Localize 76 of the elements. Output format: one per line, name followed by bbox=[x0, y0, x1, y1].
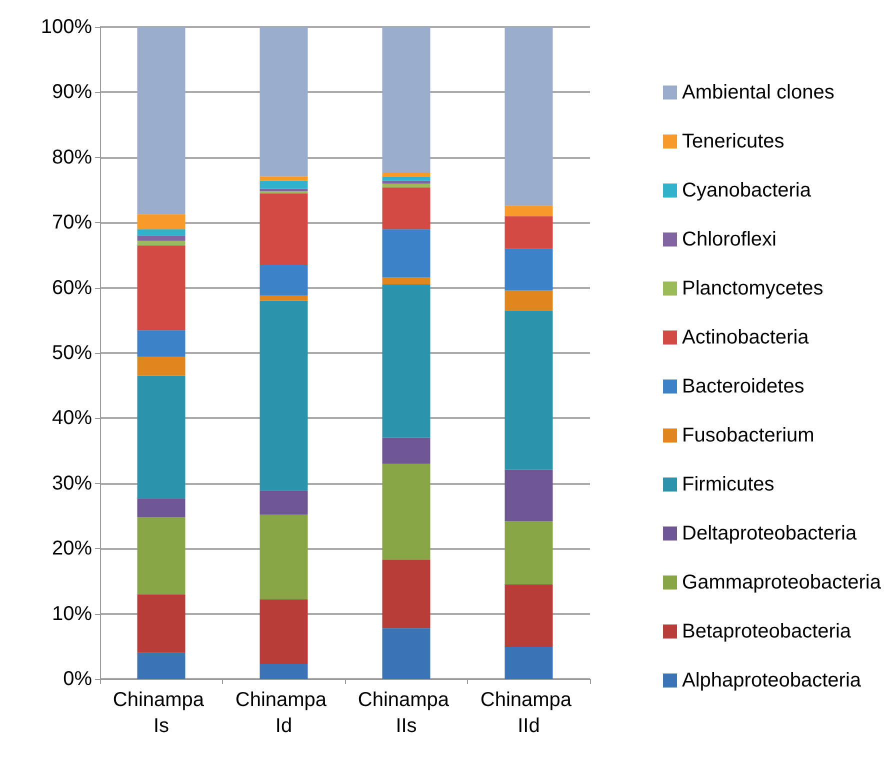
bar bbox=[260, 27, 308, 176]
y-tick-label: 50% bbox=[52, 342, 92, 364]
bar bbox=[137, 27, 186, 214]
bar bbox=[382, 464, 430, 560]
legend-label: Firmicutes bbox=[682, 474, 774, 496]
bar bbox=[260, 300, 308, 491]
bar bbox=[504, 248, 553, 290]
bar bbox=[504, 584, 553, 648]
bar bbox=[382, 173, 430, 177]
legend-label: Ambiental clones bbox=[682, 82, 834, 104]
bar bbox=[137, 652, 186, 679]
bar bbox=[382, 284, 430, 438]
bar bbox=[137, 214, 186, 230]
legend-label: Planctomycetes bbox=[682, 278, 824, 300]
legend-label: Actinobacteria bbox=[682, 326, 810, 348]
bar bbox=[504, 647, 553, 679]
bar bbox=[137, 240, 186, 246]
bar bbox=[137, 356, 186, 376]
x-tick-label: Chinampa Id bbox=[235, 689, 332, 737]
y-tick-label: 30% bbox=[52, 472, 92, 494]
bar bbox=[504, 27, 553, 206]
legend-label: Bacteroidetes bbox=[682, 376, 804, 398]
bar bbox=[382, 176, 430, 181]
y-tick-label: 80% bbox=[52, 146, 92, 168]
bar bbox=[260, 193, 308, 265]
bar bbox=[137, 498, 186, 518]
bar bbox=[137, 594, 186, 653]
y-tick-label: 40% bbox=[52, 407, 92, 430]
bar bbox=[382, 187, 430, 230]
bar bbox=[260, 176, 308, 181]
bar bbox=[137, 236, 186, 241]
y-tick-label: 10% bbox=[52, 602, 92, 625]
legend-label: Deltaproteobacteria bbox=[682, 522, 858, 544]
bar bbox=[382, 277, 430, 285]
bar bbox=[260, 490, 308, 515]
bar bbox=[260, 599, 308, 664]
bar bbox=[137, 229, 186, 236]
bar bbox=[260, 264, 308, 296]
y-tick-label: 90% bbox=[52, 81, 92, 104]
bar bbox=[137, 376, 186, 498]
bar bbox=[260, 664, 308, 679]
legend-label: Chloroflexi bbox=[682, 228, 776, 250]
bar bbox=[382, 628, 430, 679]
bar bbox=[137, 245, 186, 330]
legend-label: Gammaproteobacteria bbox=[682, 572, 882, 594]
y-tick-label: 100% bbox=[40, 16, 92, 38]
y-tick-label: 0% bbox=[63, 668, 92, 690]
x-tick-label: Chinampa IIs bbox=[358, 689, 455, 737]
bar bbox=[504, 290, 553, 311]
y-tick-label: 70% bbox=[52, 212, 92, 234]
bar bbox=[260, 180, 308, 189]
bar bbox=[260, 188, 308, 192]
bar bbox=[260, 296, 308, 301]
bar bbox=[382, 438, 430, 464]
bar bbox=[504, 521, 553, 584]
legend-label: Alphaproteobacteria bbox=[682, 670, 862, 692]
legend-label: Tenericutes bbox=[682, 130, 784, 152]
legend-label: Betaproteobacteria bbox=[682, 620, 852, 642]
bar bbox=[382, 229, 430, 278]
y-tick-label: 20% bbox=[52, 538, 92, 560]
bar bbox=[504, 310, 553, 470]
legend-label: Fusobacterium bbox=[682, 424, 814, 446]
y-tick-label: 60% bbox=[52, 276, 92, 299]
x-tick-label: Chinampa Is bbox=[112, 689, 210, 737]
x-tick-label: Chinampa IId bbox=[480, 689, 578, 737]
legend-label: Cyanobacteria bbox=[682, 180, 812, 202]
bar bbox=[382, 180, 430, 184]
bar bbox=[260, 514, 308, 600]
bar bbox=[382, 27, 430, 174]
bar bbox=[504, 216, 553, 249]
bar bbox=[382, 183, 430, 188]
bar bbox=[504, 470, 553, 522]
bar bbox=[382, 560, 430, 628]
bar bbox=[137, 330, 186, 357]
bar bbox=[137, 517, 186, 594]
bar bbox=[504, 206, 553, 216]
